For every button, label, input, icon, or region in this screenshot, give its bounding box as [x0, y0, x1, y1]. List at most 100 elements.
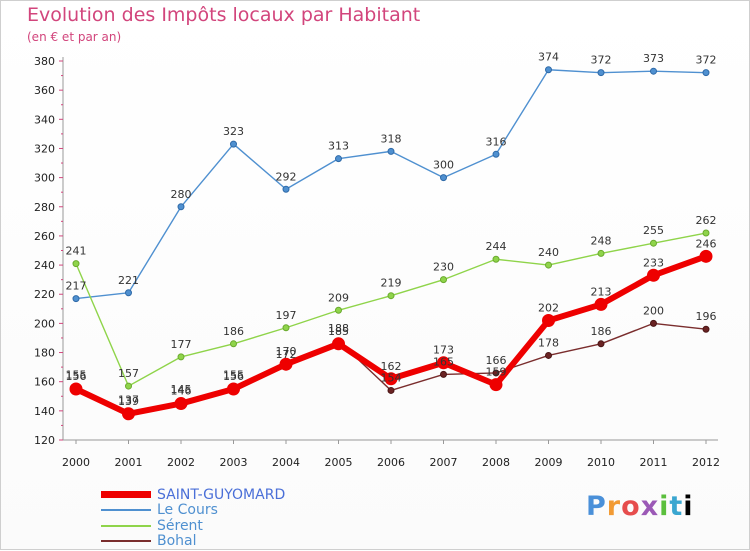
legend-swatch — [101, 524, 151, 527]
data-label: 221 — [118, 274, 139, 287]
y-tick-label: 120 — [34, 434, 55, 447]
labels-saint-guyomard: 156 139 146 156 170 185 162 173 159 202 213 233 246 — [66, 237, 717, 407]
legend-swatch — [101, 491, 151, 499]
logo-letter: r — [606, 491, 622, 522]
legend-swatch — [101, 540, 151, 543]
data-label: 196 — [696, 310, 717, 323]
x-tick-label: 2007 — [430, 456, 458, 469]
data-label: 241 — [66, 245, 87, 258]
data-label: 233 — [643, 256, 664, 269]
y-tick-label: 380 — [34, 55, 55, 68]
y-tick-label: 200 — [34, 317, 55, 330]
data-point — [489, 378, 503, 392]
data-point — [545, 66, 552, 74]
data-label: 162 — [381, 360, 402, 373]
data-point — [647, 268, 660, 282]
data-point — [174, 397, 188, 411]
data-label: 166 — [486, 354, 507, 367]
data-point — [440, 370, 447, 378]
data-point — [230, 340, 237, 348]
legend-label: Sérent — [157, 517, 203, 534]
y-tick-label: 180 — [34, 347, 55, 360]
y-tick-label: 320 — [34, 142, 55, 155]
data-point — [597, 340, 605, 348]
x-tick-label: 2010 — [587, 456, 615, 469]
data-label: 209 — [328, 291, 349, 304]
x-tick-label: 2002 — [167, 456, 195, 469]
x-tick-label: 2001 — [115, 456, 143, 469]
data-label: 146 — [171, 385, 192, 398]
data-label: 200 — [643, 304, 664, 317]
data-label: 155 — [66, 369, 87, 382]
data-point — [177, 203, 185, 211]
data-point — [387, 147, 395, 155]
data-label: 173 — [433, 344, 454, 357]
data-point — [384, 372, 398, 386]
data-point — [650, 67, 657, 75]
x-tick-label: 2008 — [482, 456, 510, 469]
data-label: 156 — [223, 370, 244, 383]
data-label: 213 — [591, 285, 612, 298]
y-tick-label: 240 — [34, 259, 55, 272]
data-label: 197 — [276, 309, 297, 322]
data-label: 154 — [381, 371, 402, 384]
data-point — [597, 249, 605, 257]
data-label: 217 — [66, 280, 87, 293]
y-tick-label: 140 — [34, 405, 55, 418]
data-label: 372 — [696, 54, 717, 67]
series-line — [75, 69, 707, 300]
data-label: 373 — [643, 52, 664, 65]
data-point — [72, 260, 80, 268]
series-le-cours — [72, 66, 710, 303]
labels-s-rent: 241 157 177 186 197 209 219 230 244 240 248 255 262 — [66, 214, 717, 380]
data-point — [177, 353, 185, 361]
data-point — [545, 261, 552, 269]
data-label: 186 — [223, 325, 244, 338]
data-label: 262 — [696, 214, 717, 227]
data-point — [335, 155, 342, 163]
x-tick-label: 2006 — [377, 456, 405, 469]
logo-letter: x — [640, 491, 660, 522]
data-point — [440, 276, 447, 284]
data-label: 186 — [591, 325, 612, 338]
x-tick-label: 2005 — [325, 456, 353, 469]
data-label: 318 — [381, 132, 402, 145]
data-point — [702, 325, 710, 333]
data-label: 316 — [486, 135, 507, 148]
data-label: 244 — [486, 240, 507, 253]
x-tick-label: 2000 — [62, 456, 90, 469]
data-label: 145 — [171, 383, 192, 396]
data-point — [702, 229, 710, 237]
data-label: 155 — [223, 369, 244, 382]
data-point — [387, 386, 395, 394]
data-label: 372 — [591, 54, 612, 67]
logo-letter: t — [669, 491, 684, 522]
data-point — [699, 249, 713, 263]
data-label: 139 — [118, 395, 139, 408]
data-point — [332, 337, 345, 351]
chart-subtitle: (en € et par an) — [27, 30, 122, 44]
legend-label: SAINT-GUYOMARD — [157, 486, 286, 503]
data-label: 280 — [171, 188, 192, 201]
data-label: 246 — [696, 237, 717, 250]
data-label: 172 — [276, 348, 297, 361]
data-point — [282, 324, 290, 332]
x-tick-label: 2004 — [272, 456, 300, 469]
data-label: 156 — [66, 370, 87, 383]
y-tick-label: 160 — [34, 376, 55, 389]
legend-item-serent: Sérent — [101, 518, 421, 534]
proxiti-logo: Proxiti — [586, 491, 694, 522]
y-tick-label: 360 — [34, 84, 55, 97]
legend-swatch — [101, 509, 151, 512]
data-label: 219 — [381, 277, 402, 290]
data-point — [594, 297, 608, 311]
data-point — [69, 382, 83, 396]
y-tick-label: 220 — [34, 288, 55, 301]
data-label: 185 — [328, 325, 349, 338]
logo-letter: P — [586, 491, 607, 522]
x-tick-label: 2009 — [535, 456, 563, 469]
logo-letter: o — [621, 491, 641, 522]
data-label: 178 — [538, 336, 559, 349]
